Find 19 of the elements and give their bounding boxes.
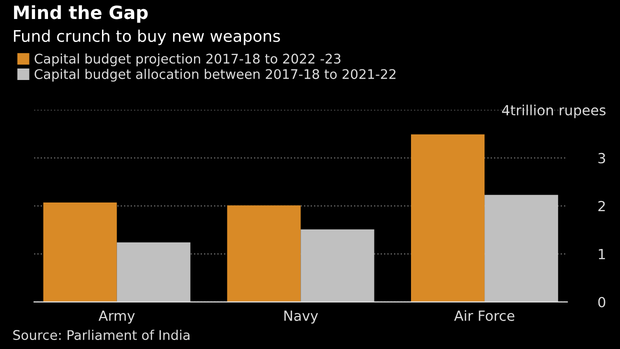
legend-label: Capital budget projection 2017-18 to 2022 -23 xyxy=(34,53,340,66)
bar xyxy=(300,229,374,302)
y-tick-label: 1 xyxy=(598,249,605,260)
source-note: Source: Parliament of India xyxy=(13,330,190,340)
y-tick-label: 0 xyxy=(598,296,606,308)
chart-subtitle: Fund crunch to buy new weapons xyxy=(14,30,280,46)
y-tick-label: 2 xyxy=(598,200,605,212)
bar xyxy=(227,205,301,302)
y-tick-label: 4trillion rupees xyxy=(502,104,606,118)
y-tick-label: 3 xyxy=(598,152,606,164)
x-tick-label: Navy xyxy=(284,310,318,324)
legend-label: Capital budget allocation between 2017-18 to 2021-22 xyxy=(34,68,396,82)
bar xyxy=(116,242,190,302)
bar xyxy=(484,194,558,302)
bar xyxy=(411,134,485,302)
x-tick-label: Army xyxy=(98,310,135,324)
x-tick-label: Air Force xyxy=(454,310,514,321)
bar xyxy=(43,202,117,302)
chart-title: Mind the Gap xyxy=(14,5,148,23)
